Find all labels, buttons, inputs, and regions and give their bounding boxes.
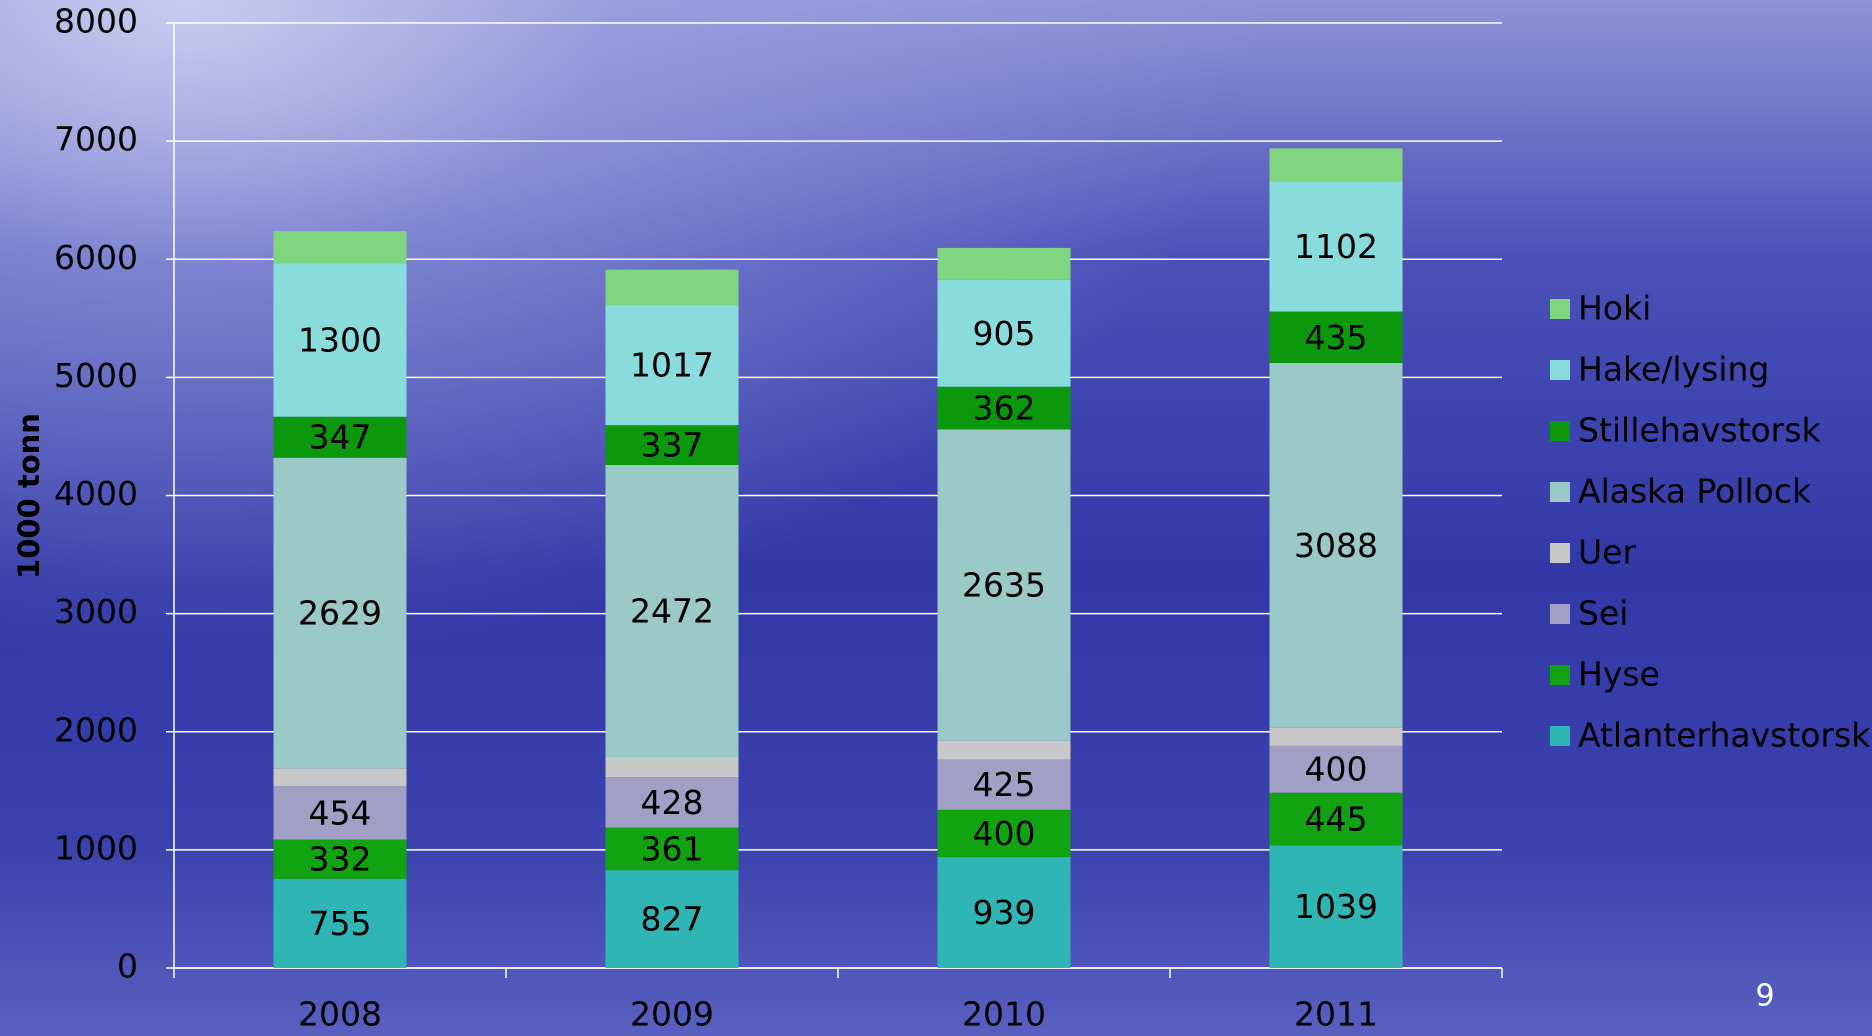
bar-segment xyxy=(274,768,407,786)
y-tick-label: 6000 xyxy=(54,238,138,277)
x-tick-label: 2010 xyxy=(962,995,1046,1034)
bar-segment xyxy=(606,757,739,777)
data-label: 400 xyxy=(1305,750,1368,789)
y-tick-label: 7000 xyxy=(54,120,138,159)
data-label: 347 xyxy=(309,418,372,457)
bar-segment xyxy=(1270,728,1403,746)
bar-segment xyxy=(938,248,1071,280)
bar-segment xyxy=(938,741,1071,760)
data-label: 1017 xyxy=(630,346,714,385)
legend-swatch xyxy=(1550,665,1570,685)
y-tick-label: 1000 xyxy=(54,828,138,867)
data-label: 445 xyxy=(1305,799,1368,838)
data-label: 337 xyxy=(641,426,704,465)
data-label: 905 xyxy=(973,314,1036,353)
y-axis-title: 1000 tonn xyxy=(12,413,46,579)
data-label: 428 xyxy=(641,783,704,822)
legend-label: Alaska Pollock xyxy=(1578,472,1812,511)
legend-label: Atlanterhavstorsk xyxy=(1578,716,1871,755)
bar-segment xyxy=(606,270,739,305)
x-tick-label: 2011 xyxy=(1294,995,1378,1034)
y-tick-label: 5000 xyxy=(54,356,138,395)
data-label: 361 xyxy=(641,829,704,868)
legend-swatch xyxy=(1550,726,1570,746)
legend-swatch xyxy=(1550,299,1570,319)
data-label: 1300 xyxy=(298,320,382,359)
page: {"chart_data": {"type": "stacked_bar", "… xyxy=(0,0,1872,1036)
legend-label: Hoki xyxy=(1578,289,1651,328)
data-label: 400 xyxy=(973,814,1036,853)
data-label: 755 xyxy=(309,904,372,943)
data-label: 2472 xyxy=(630,592,714,631)
legend-swatch xyxy=(1550,543,1570,563)
x-tick-label: 2008 xyxy=(298,995,382,1034)
legend-label: Stillehavstorsk xyxy=(1578,411,1821,450)
legend-label: Sei xyxy=(1578,594,1628,633)
data-label: 827 xyxy=(641,900,704,939)
legend-swatch xyxy=(1550,604,1570,624)
legend-label: Hyse xyxy=(1578,655,1660,694)
x-tick-label: 2009 xyxy=(630,995,714,1034)
y-tick-label: 0 xyxy=(117,947,138,986)
data-label: 2629 xyxy=(298,593,382,632)
data-label: 332 xyxy=(309,840,372,879)
legend-swatch xyxy=(1550,360,1570,380)
data-label: 939 xyxy=(973,893,1036,932)
bar-segment xyxy=(1270,148,1403,181)
legend-label: Hake/lysing xyxy=(1578,350,1769,389)
data-label: 425 xyxy=(973,765,1036,804)
y-tick-label: 2000 xyxy=(54,710,138,749)
y-tick-label: 3000 xyxy=(54,592,138,631)
data-label: 435 xyxy=(1305,318,1368,357)
legend-swatch xyxy=(1550,421,1570,441)
bar-segment xyxy=(274,231,407,263)
data-label: 2635 xyxy=(962,566,1046,605)
data-label: 1102 xyxy=(1294,227,1378,266)
legend-swatch xyxy=(1550,482,1570,502)
y-tick-label: 8000 xyxy=(54,2,138,41)
legend-label: Uer xyxy=(1578,533,1636,572)
chart: 1000 tonn 9 0 1000 2000 3000 4000 5000 6000 700… xyxy=(0,0,1872,1036)
page-number: 9 xyxy=(1755,979,1774,1014)
data-label: 1039 xyxy=(1294,887,1378,926)
data-label: 454 xyxy=(309,793,372,832)
y-tick-label: 4000 xyxy=(54,474,138,513)
data-label: 3088 xyxy=(1294,526,1378,565)
data-label: 362 xyxy=(973,389,1036,428)
